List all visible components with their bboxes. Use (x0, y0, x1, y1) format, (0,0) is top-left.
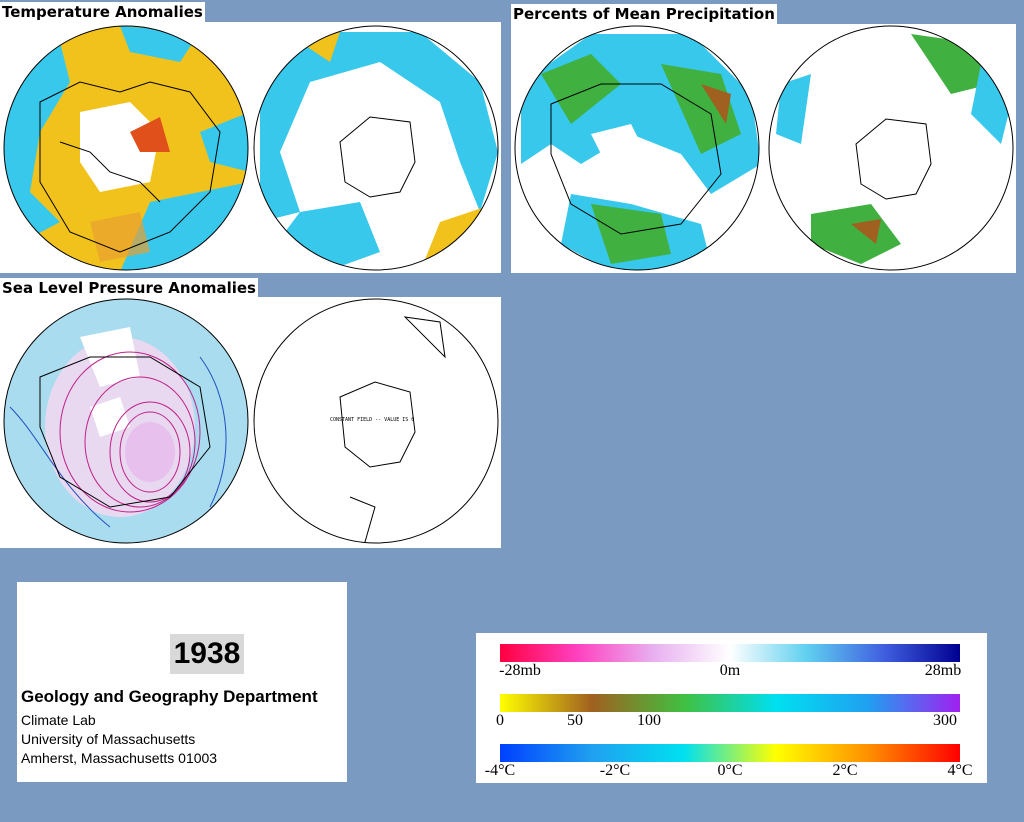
precipitation-panel (511, 24, 1016, 273)
constant-field-note: CONSTANT FIELD -- VALUE IS 0 (330, 417, 415, 423)
legend-box: -28mb 0m 28mb 0 50 100 300 -4°C -2°C 0°C… (476, 633, 987, 783)
temperature-colorbar (500, 744, 960, 762)
info-line-3: Amherst, Massachusetts 01003 (21, 750, 218, 766)
precipitation-title: Percents of Mean Precipitation (511, 4, 777, 24)
temperature-tick-0: 0°C (717, 762, 743, 779)
temperature-panel (0, 22, 501, 273)
department-name: Geology and Geography Department (21, 687, 318, 706)
info-box (17, 582, 347, 782)
year-label: 1938 (170, 634, 244, 674)
temperature-title: Temperature Anomalies (0, 2, 205, 22)
temperature-tick-4: 4°C (947, 762, 973, 779)
precipitation-tick-50: 50 (567, 712, 583, 729)
temperature-tick-minus2: -2°C (599, 762, 631, 779)
precipitation-north-hemisphere (515, 26, 759, 270)
pressure-tick-max: 28mb (924, 662, 962, 679)
temperature-tick-2: 2°C (832, 762, 858, 779)
precipitation-tick-300: 300 (933, 712, 957, 729)
pressure-title: Sea Level Pressure Anomalies (0, 278, 258, 298)
temperature-tick-minus4: -4°C (484, 762, 516, 779)
pressure-north-hemisphere (4, 299, 248, 543)
pressure-tick-zero: 0m (719, 662, 741, 679)
precipitation-south-hemisphere (769, 26, 1013, 270)
pressure-tick-min: -28mb (499, 662, 541, 679)
precipitation-tick-100: 100 (637, 712, 661, 729)
precipitation-tick-0: 0 (496, 712, 504, 729)
precipitation-colorbar (500, 694, 960, 712)
info-line-2: University of Massachusetts (21, 731, 196, 747)
pressure-panel: CONSTANT FIELD -- VALUE IS 0 (0, 297, 501, 548)
pressure-colorbar (500, 644, 960, 662)
pressure-south-hemisphere (253, 298, 499, 544)
info-line-1: Climate Lab (21, 712, 96, 728)
